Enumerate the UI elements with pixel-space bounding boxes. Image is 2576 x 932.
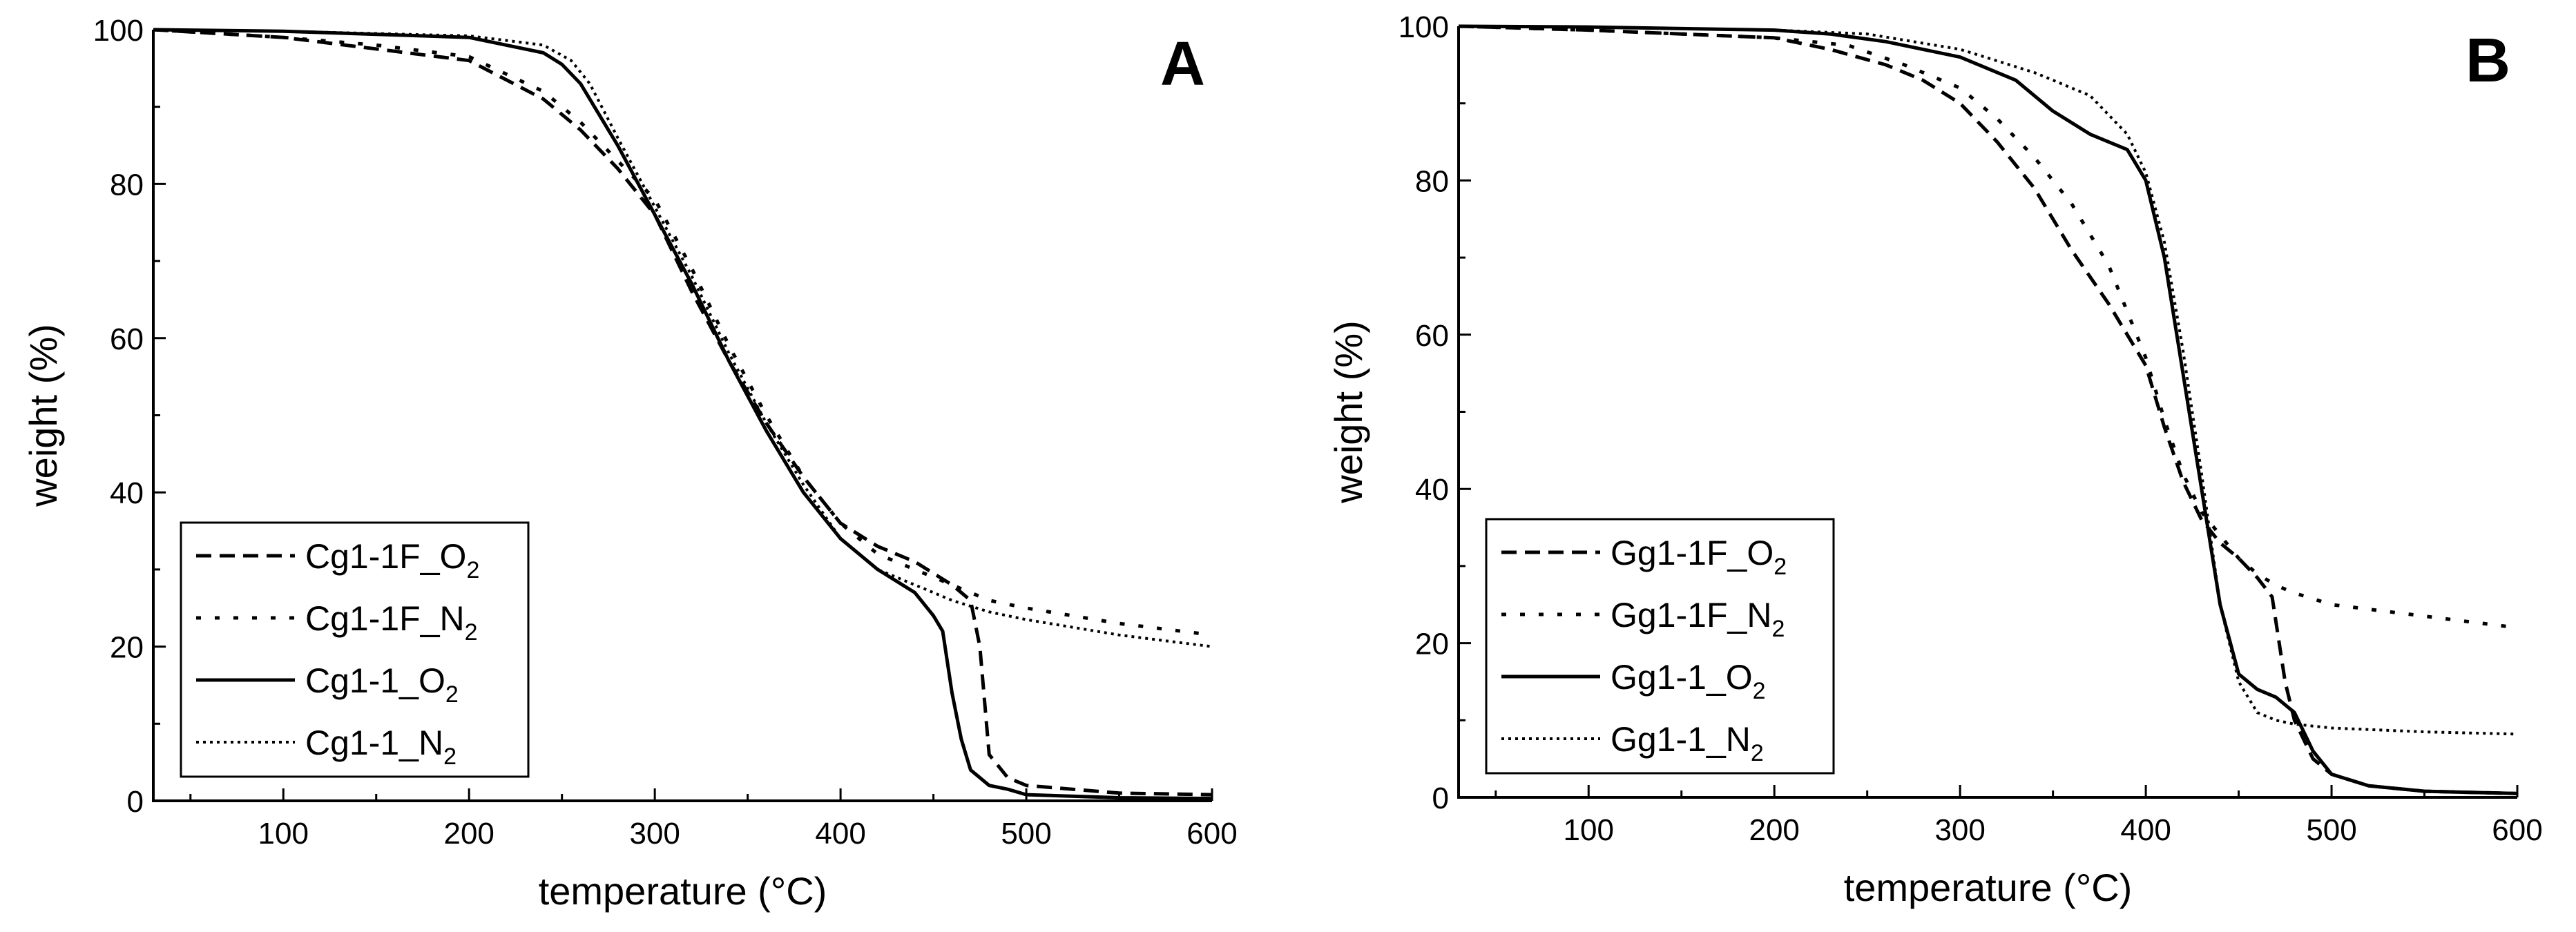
series-line-gg1-1_n2 bbox=[1459, 25, 2517, 736]
panel-label: B bbox=[2466, 26, 2510, 95]
y-tick-label: 60 bbox=[1415, 319, 1449, 353]
panel-label: A bbox=[1160, 30, 1205, 99]
legend-box bbox=[180, 521, 530, 778]
series-line-gg1-1_o2 bbox=[1459, 24, 2517, 795]
y-tick-label: 40 bbox=[110, 476, 144, 510]
legend-label: Cg1-1F_N2 bbox=[305, 599, 478, 645]
y-axis-title: weight (%) bbox=[21, 324, 65, 507]
legend-label: Gg1-1_O2 bbox=[1611, 658, 1766, 704]
legend-label: Cg1-1F_O2 bbox=[305, 537, 479, 583]
x-tick-label: 300 bbox=[1934, 813, 1985, 847]
x-tick-label: 300 bbox=[629, 817, 680, 851]
series-line-cg1-1_n2 bbox=[153, 28, 1212, 648]
x-tick-label: 500 bbox=[2306, 813, 2356, 847]
x-tick-label: 100 bbox=[258, 817, 309, 851]
y-tick-label: 20 bbox=[110, 631, 144, 665]
series-line-gg1-1f_o2 bbox=[1459, 24, 2517, 795]
y-tick-label: 60 bbox=[110, 322, 144, 356]
legend-label: Cg1-1_N2 bbox=[305, 724, 456, 770]
y-tick-label: 100 bbox=[93, 14, 144, 48]
y-tick-label: 0 bbox=[127, 785, 144, 819]
legend-label: Gg1-1F_O2 bbox=[1611, 534, 1787, 580]
x-axis-title: temperature (°C) bbox=[1844, 866, 2133, 909]
y-tick-label: 80 bbox=[1415, 164, 1449, 198]
x-tick-label: 200 bbox=[1749, 813, 1799, 847]
x-tick-label: 200 bbox=[443, 817, 494, 851]
x-tick-label: 400 bbox=[2120, 813, 2171, 847]
y-axis-title: weight (%) bbox=[1327, 320, 1370, 504]
x-tick-label: 100 bbox=[1564, 813, 1614, 847]
y-tick-label: 80 bbox=[110, 168, 144, 202]
y-tick-label: 40 bbox=[1415, 473, 1449, 507]
legend-label: Cg1-1_O2 bbox=[305, 661, 459, 708]
y-tick-label: 20 bbox=[1415, 628, 1449, 661]
x-tick-label: 500 bbox=[1001, 817, 1051, 851]
x-tick-label: 600 bbox=[2492, 813, 2542, 847]
series-line-cg1-1_o2 bbox=[153, 28, 1212, 801]
legend-label: Gg1-1_N2 bbox=[1611, 720, 1764, 766]
x-tick-label: 400 bbox=[815, 817, 865, 851]
x-tick-label: 600 bbox=[1186, 817, 1237, 851]
chart-panel-b: 100 200 300 400 500 600 0 20 40 60 80 100 temperatur… bbox=[1327, 10, 2543, 909]
chart-panel-a: 100 200 300 400 500 600 0 20 40 60 80 100 temperatur… bbox=[21, 14, 1238, 913]
y-tick-label: 100 bbox=[1398, 10, 1449, 44]
legend-label: Gg1-1F_N2 bbox=[1611, 596, 1785, 642]
y-tick-label: 0 bbox=[1432, 781, 1449, 815]
legend-box bbox=[1485, 518, 1835, 775]
x-axis-title: temperature (°C) bbox=[539, 869, 827, 913]
series-line-gg1-1f_n2 bbox=[1459, 24, 2517, 630]
